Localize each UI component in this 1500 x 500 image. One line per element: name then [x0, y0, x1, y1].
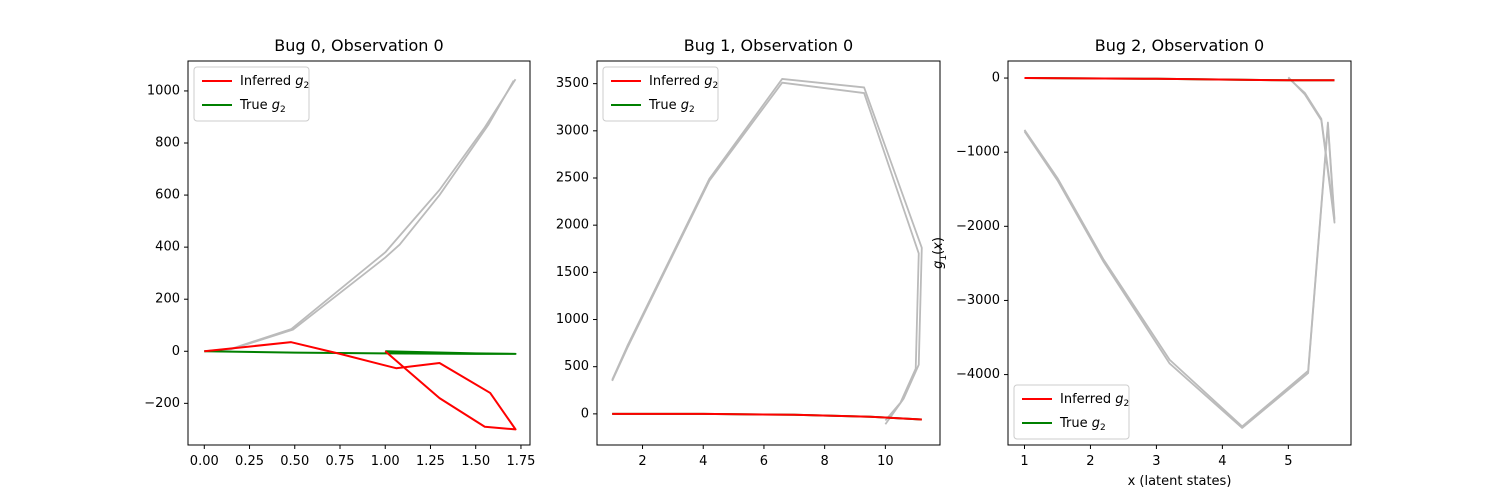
y-tick-label: 400	[155, 240, 180, 255]
y-tick-label: 1000	[147, 83, 180, 98]
subplot-1: 2 4 6 8 10 0 500 1000 1500 2000 2500 3000 3500 Bug 1,…	[556, 36, 941, 469]
series-line-inferred-g2	[204, 341, 517, 431]
legend: Inferred g2 True g2	[193, 66, 310, 122]
x-tick-label: 0.75	[326, 454, 355, 469]
y-tick-label: 600	[155, 188, 180, 203]
y-tick-label: 2000	[556, 218, 589, 233]
x-tick-label: 1.50	[461, 454, 490, 469]
sample-line-2	[611, 78, 923, 425]
x-tick-label: 10	[877, 454, 894, 469]
x-tick-label: 2	[1086, 454, 1094, 469]
x-axis-label: x (latent states)	[1128, 474, 1232, 489]
y-tick-label: 0	[992, 71, 1000, 86]
x-tick-label: 6	[760, 454, 768, 469]
legend-label: Inferred g2	[240, 74, 309, 91]
subplot-title: Bug 2, Observation 0	[1095, 36, 1264, 55]
y-tick-label: 3000	[556, 123, 589, 138]
subplot-0: 0.00 0.25 0.50 0.75 1.00 1.25 1.50 1.75 −200 0 200…	[144, 36, 535, 469]
subplot-2: 1 2 3 4 5 −4000 −3000 −2000 −1000 0 Bug 2, Observa…	[931, 36, 1352, 489]
y-tick-label: 2500	[556, 170, 589, 185]
x-tick-label: 0.25	[235, 454, 264, 469]
y-tick-label: 200	[155, 292, 180, 307]
legend-label: True g2	[239, 98, 286, 115]
axes-frame	[596, 60, 941, 446]
sample-line-3	[611, 81, 920, 422]
series-line-inferred-g2	[1024, 77, 1335, 82]
y-tick-label: −1000	[956, 145, 1000, 160]
y-tick-label: 3500	[556, 76, 589, 91]
x-tick-label: 1.00	[371, 454, 400, 469]
legend: Inferred g2 True g2	[1013, 384, 1130, 440]
y-tick-label: 1500	[556, 265, 589, 280]
y-tick-label: 1000	[556, 312, 589, 327]
subplot-title: Bug 0, Observation 0	[274, 36, 443, 55]
axes-frame	[187, 60, 531, 446]
x-tick-label: 4	[699, 454, 707, 469]
y-tick-label: 0	[172, 344, 180, 359]
legend: Inferred g2 True g2	[602, 66, 719, 122]
x-tick-label: 0.00	[190, 454, 219, 469]
x-tick-label: 4	[1218, 454, 1226, 469]
x-tick-label: 5	[1284, 454, 1292, 469]
x-tick-label: 1.25	[416, 454, 445, 469]
y-axis-label: g1(x)	[931, 237, 949, 269]
legend-label: True g2	[648, 98, 695, 115]
x-tick-label: 1	[1020, 454, 1028, 469]
sample-line-2	[1023, 77, 1336, 428]
y-tick-label: 0	[581, 406, 589, 421]
y-tick-label: 800	[155, 136, 180, 151]
x-tick-label: 2	[638, 454, 646, 469]
y-tick-label: −2000	[956, 219, 1000, 234]
x-tick-label: 0.50	[280, 454, 309, 469]
x-tick-label: 1.75	[506, 454, 535, 469]
y-tick-label: −200	[144, 396, 180, 411]
axes-frame	[1007, 60, 1352, 446]
y-tick-label: −3000	[956, 293, 1000, 308]
legend-label: Inferred g2	[649, 74, 718, 91]
legend-label: Inferred g2	[1060, 392, 1129, 409]
x-tick-label: 8	[821, 454, 829, 469]
y-tick-label: −4000	[956, 367, 1000, 382]
x-tick-label: 3	[1152, 454, 1160, 469]
subplot-title: Bug 1, Observation 0	[684, 36, 853, 55]
legend-label: True g2	[1059, 416, 1106, 433]
y-tick-label: 500	[564, 359, 589, 374]
sample-line-3	[1023, 76, 1336, 429]
series-line-inferred-g2	[612, 412, 922, 421]
series-line-true-g2	[204, 350, 517, 355]
